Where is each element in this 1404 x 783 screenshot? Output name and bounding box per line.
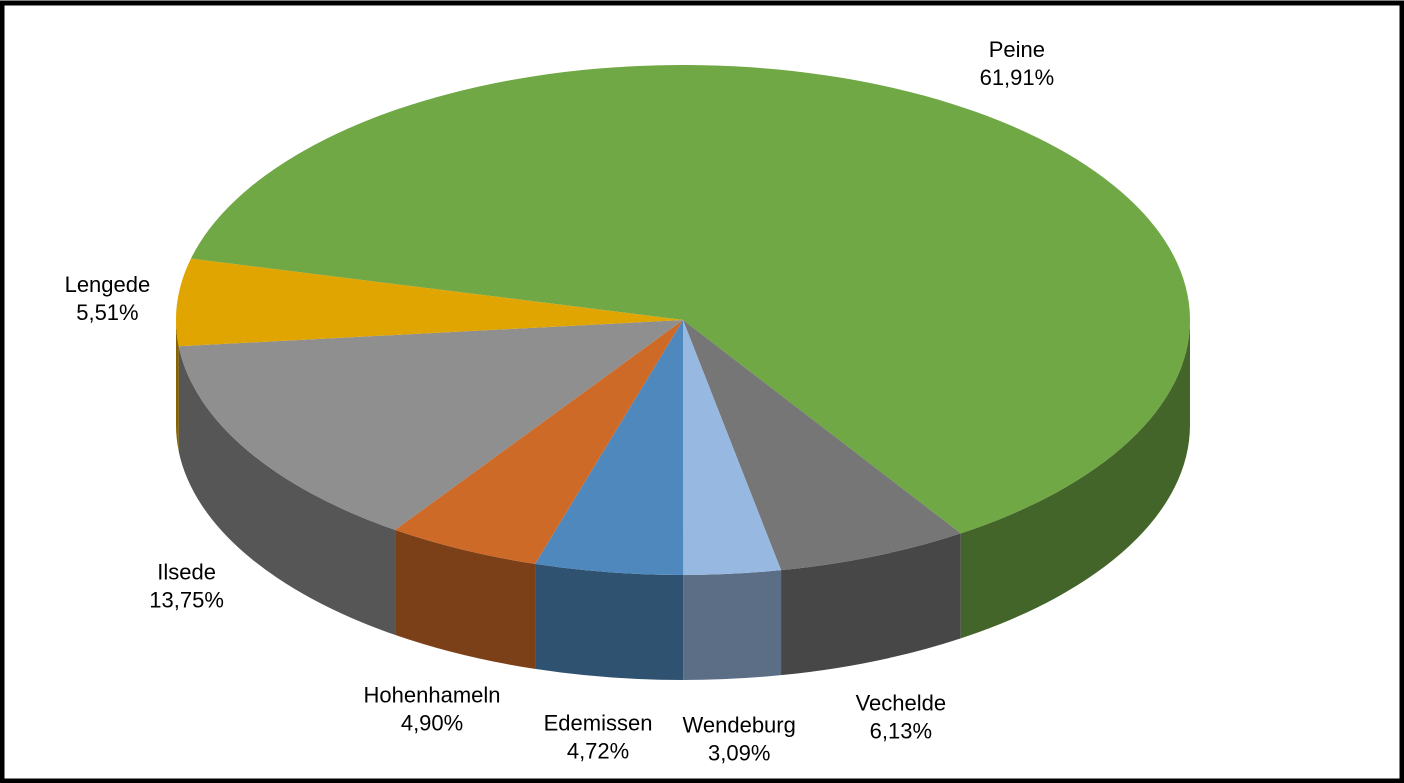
slice (178, 320, 683, 530)
slice-label: Edemissen (544, 711, 653, 736)
slice-side (395, 529, 536, 669)
slice-label: Wendeburg (683, 713, 796, 738)
value-label: 4,72% (567, 739, 629, 764)
slice-side (683, 570, 782, 680)
slice-label: Vechelde (856, 691, 947, 716)
slice-label: Peine (989, 37, 1045, 62)
slice-label: Ilsede (157, 560, 216, 585)
value-label: 6,13% (870, 719, 932, 744)
slice (535, 320, 684, 576)
pie-labels: Peine 61,91% Vechelde 6,13% Wendeburg 3,09% Ed… (65, 37, 1055, 765)
slice (190, 65, 1190, 534)
value-label: 5,51% (76, 300, 138, 325)
value-label: 4,90% (401, 711, 463, 736)
slice (683, 320, 782, 575)
slice-label: Hohenhameln (364, 683, 501, 708)
slice-side (176, 320, 179, 452)
slice-side (535, 563, 684, 680)
slice-side (781, 533, 961, 676)
slice (395, 320, 683, 564)
pie-tops (176, 65, 1190, 576)
pie-sides (176, 320, 1190, 680)
slice-side (960, 320, 1190, 639)
slice-side (178, 346, 396, 635)
slice (683, 320, 961, 571)
value-label: 13,75% (149, 588, 224, 613)
slice-label: Lengede (65, 272, 151, 297)
slice (176, 258, 683, 347)
value-label: 61,91% (980, 65, 1055, 90)
value-label: 3,09% (708, 741, 770, 766)
